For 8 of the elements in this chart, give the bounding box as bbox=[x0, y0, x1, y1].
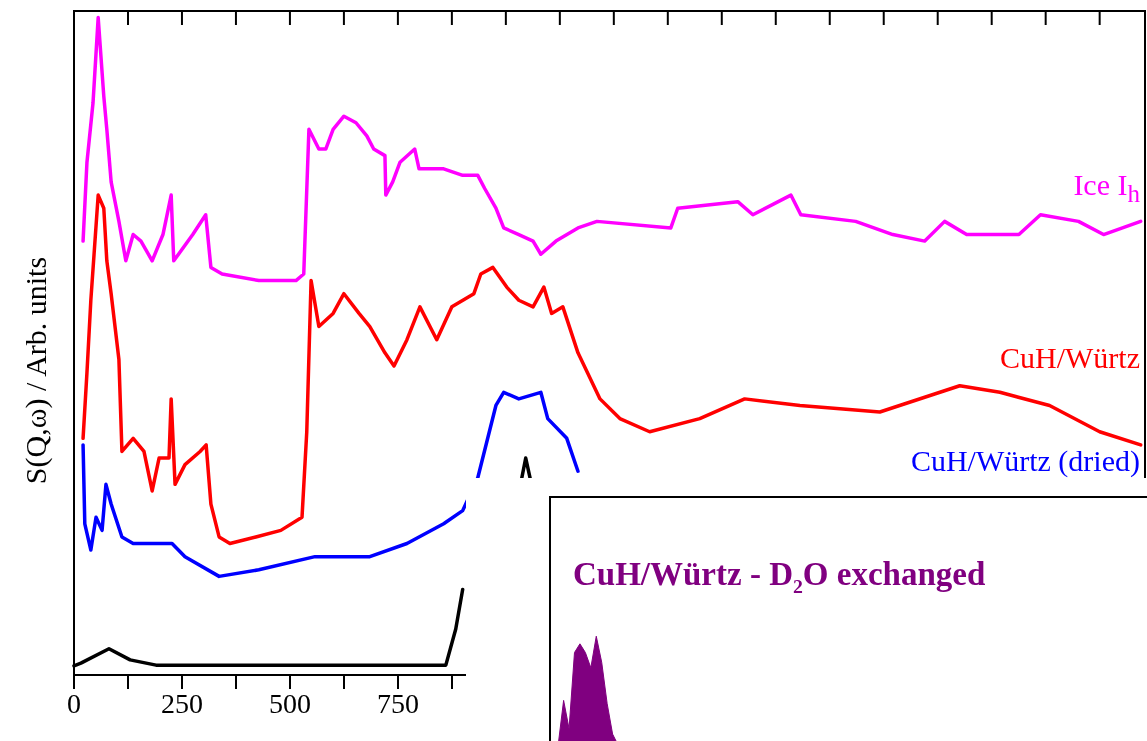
series-label: CuH/Würtz bbox=[1000, 341, 1140, 374]
x-tick-label: 500 bbox=[268, 687, 311, 719]
text: CuH/Würtz (dried) bbox=[910, 444, 1140, 477]
series-label: Ice I$_{h}$ bbox=[1073, 168, 1140, 209]
x-tick-label: 0 bbox=[67, 687, 81, 719]
x-tick-label: 750 bbox=[376, 687, 419, 719]
x-tick-label: 250 bbox=[160, 687, 203, 719]
y-axis-title: S(Q,ω) / Arb. units bbox=[18, 256, 53, 485]
